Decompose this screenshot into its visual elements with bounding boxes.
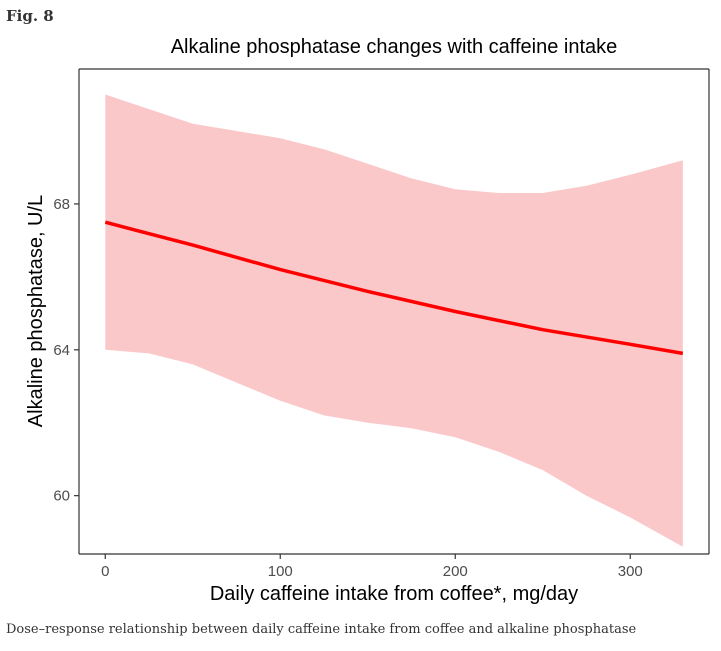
y-tick-label: 60 [53,488,70,505]
x-axis-ticks: 0 100 200 300 [101,554,643,580]
y-tick-label: 68 [53,196,70,213]
y-tick-label: 64 [53,342,70,359]
x-axis-title: Daily caffeine intake from coffee*, mg/d… [210,583,578,605]
chart-title: Alkaline phosphatase changes with caffei… [171,36,618,58]
x-tick-label: 300 [618,563,643,580]
plot-axes [78,68,710,555]
y-axis-ticks: 60 64 68 [53,196,79,505]
y-axis-title: Alkaline phosphatase, U/L [25,195,47,427]
figure-caption: Dose–response relationship between daily… [6,622,637,637]
figure-label: Fig. 8 [6,7,54,25]
x-tick-label: 100 [268,563,293,580]
confidence-band [105,94,683,547]
series-line [104,220,684,356]
x-tick-label: 0 [101,563,109,580]
x-tick-label: 200 [443,563,468,580]
